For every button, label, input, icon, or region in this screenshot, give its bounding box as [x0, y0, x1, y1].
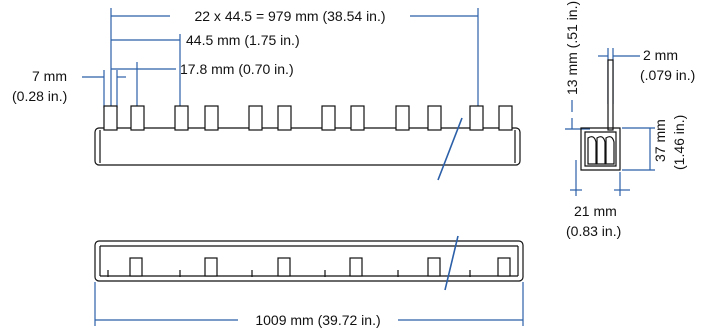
height-mm-label: 37 mm	[652, 119, 668, 162]
break-mark-bottom	[444, 235, 459, 291]
overall-pitch-label: 22 x 44.5 = 979 mm (38.54 in.)	[194, 8, 385, 24]
side-conductor-2	[596, 136, 606, 165]
thickness-mm-label: 2 mm	[643, 47, 678, 63]
pin-height-label: 13 mm (.51 in.)	[564, 1, 580, 95]
front-view: 22 x 44.5 = 979 mm (38.54 in.) 44.5 mm (…	[12, 8, 521, 181]
pitch-label: 44.5 mm (1.75 in.)	[186, 32, 300, 48]
slot	[427, 257, 441, 277]
total-length-label: 1009 mm (39.72 in.)	[255, 312, 380, 328]
busbar-body-front	[94, 127, 521, 166]
side-conductor-1	[587, 136, 597, 165]
pin	[427, 105, 442, 131]
pin	[277, 105, 292, 131]
pins-front	[103, 105, 513, 131]
slot	[497, 257, 511, 277]
slot	[129, 257, 143, 277]
thickness-in-label: (.079 in.)	[640, 67, 695, 83]
pin	[469, 105, 484, 131]
slot	[204, 257, 218, 277]
pin	[248, 105, 263, 131]
pin-spacing-label: 17.8 mm (0.70 in.)	[180, 61, 294, 77]
bottom-slots	[129, 257, 511, 277]
pin	[498, 105, 513, 131]
pin	[174, 105, 189, 131]
pin	[350, 105, 365, 131]
side-view: 13 mm (.51 in.) 2 mm (.079 in.) 37 mm (1	[564, 1, 695, 239]
pin	[130, 105, 145, 131]
depth-in-label: (0.83 in.)	[566, 223, 621, 239]
side-body-outline	[580, 127, 621, 171]
side-pin-profile	[607, 59, 614, 131]
slot	[349, 257, 363, 277]
bottom-view: 1009 mm (39.72 in.)	[94, 235, 524, 328]
break-mark-front	[437, 117, 463, 181]
pin-width-mm-label: 7 mm	[32, 68, 67, 84]
slot	[277, 257, 291, 277]
depth-mm-label: 21 mm	[574, 203, 617, 219]
pin	[103, 105, 118, 131]
busbar-body-bottom	[94, 240, 524, 282]
bottom-tick-marks	[107, 270, 471, 277]
side-conductor-3	[605, 136, 615, 165]
pin-width-in-label: (0.28 in.)	[12, 88, 67, 104]
side-body-inner	[584, 131, 617, 167]
pin	[321, 105, 336, 131]
pin	[395, 105, 410, 131]
pin	[204, 105, 219, 131]
height-in-label: (1.46 in.)	[671, 115, 687, 170]
